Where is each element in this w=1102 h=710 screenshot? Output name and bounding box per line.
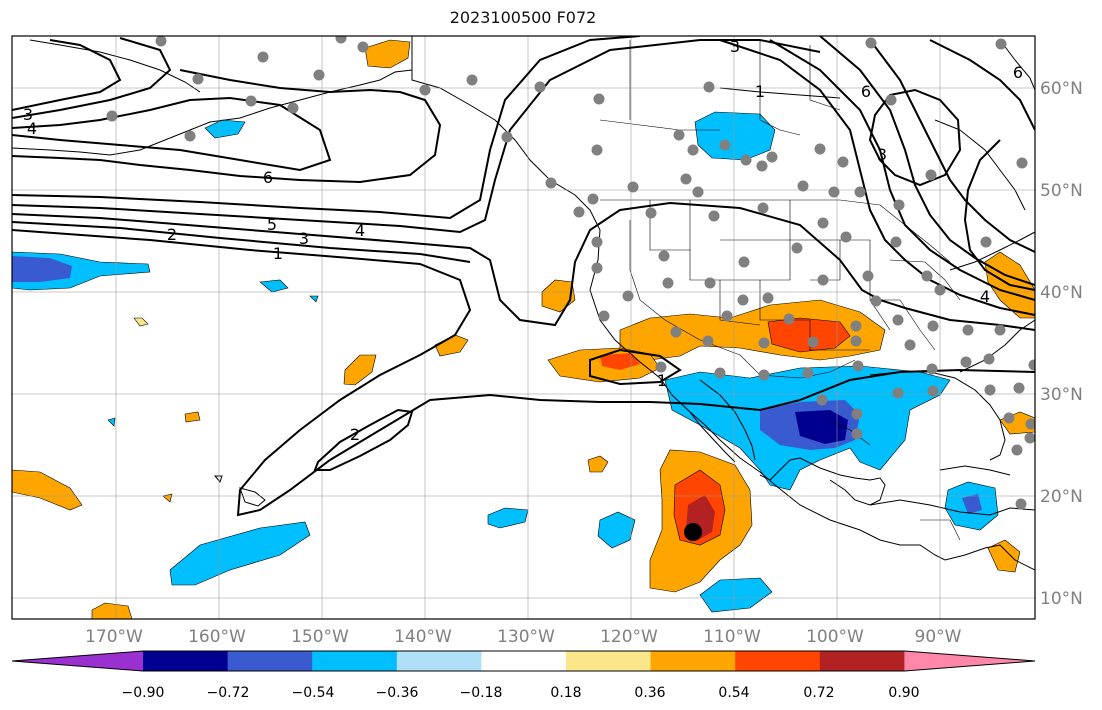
positive-anomaly-baja-north-core: [600, 353, 640, 370]
contour-label: 5: [267, 215, 277, 234]
colorbar-tick-label: −0.90: [122, 685, 165, 701]
colorbar-swatch: [481, 651, 567, 671]
colorbar-tick-label: −0.18: [460, 685, 503, 701]
lon-label: 130°W: [497, 627, 555, 647]
height-contours: [12, 36, 1035, 517]
lon-label: 100°W: [806, 627, 864, 647]
colorbar-swatch: [735, 651, 821, 671]
contour-label: 3: [730, 37, 740, 56]
contour-label: 6: [263, 168, 273, 187]
positive-anomaly-pacific-4: [91, 602, 133, 619]
contour-label: 1: [755, 82, 765, 101]
colorbar-tick-label: −0.36: [376, 685, 419, 701]
colorbar-swatch: [312, 651, 398, 671]
map-title: 2023100500 F072: [449, 8, 597, 27]
storm-marker: [684, 523, 702, 541]
colorbar-swatch: [819, 651, 905, 671]
positive-anomaly-southwest-core: [767, 317, 851, 353]
lon-label: 150°W: [291, 627, 349, 647]
colorbar-tick-label: 0.18: [550, 685, 581, 701]
lon-label: 120°W: [600, 627, 658, 647]
colorbar-tick-label: 0.36: [634, 685, 665, 701]
negative-anomaly-small-1: [487, 507, 529, 529]
lon-label: 110°W: [703, 627, 761, 647]
lat-label: 50°N: [1040, 181, 1083, 201]
contour-label: 2: [350, 425, 360, 444]
lon-label: 160°W: [188, 627, 246, 647]
contour-label: 3: [23, 105, 33, 124]
negative-anomaly-pacific-west-core: [12, 256, 72, 282]
contour-label: 4: [355, 221, 365, 240]
station-dots: [106, 36, 1035, 510]
negative-anomaly-tiny-2: [309, 295, 319, 303]
negative-anomaly-tiny-3: [107, 417, 116, 427]
lat-label: 60°N: [1040, 79, 1083, 99]
lat-label: 30°N: [1040, 385, 1083, 405]
contour-label: 6: [861, 82, 871, 101]
positive-anomaly-pacific-3: [12, 469, 83, 511]
negative-anomaly-small-3: [699, 577, 773, 613]
contour-label: 1: [657, 371, 667, 390]
positive-anomaly-pacific-5: [587, 455, 609, 473]
contour-label: 6: [1013, 63, 1023, 82]
colorbar-swatch: [566, 651, 652, 671]
lon-label: 170°W: [85, 627, 143, 647]
colorbar-extend-min: [12, 651, 143, 671]
lat-label: 20°N: [1040, 487, 1083, 507]
negative-anomaly-tiny-1: [259, 279, 289, 293]
colorbar-tick-label: 0.72: [803, 685, 834, 701]
contour-label: 4: [980, 287, 990, 306]
contour-label: 3: [299, 229, 309, 248]
contour-label: 2: [167, 225, 177, 244]
negative-anomaly-small-2: [597, 511, 636, 549]
positive-anomaly-pacific-1: [343, 354, 377, 386]
colorbar-outline: [11, 650, 1036, 672]
colorbar-tick-label: 0.54: [718, 685, 749, 701]
colorbar-tick-label: −0.72: [207, 685, 250, 701]
contour-labels: 3 4 6 5 4 2 3 1 2 3 1 6 3 4 1 6: [23, 37, 1023, 444]
colorbar-tick-label: 0.90: [888, 685, 919, 701]
contour-label: 3: [877, 145, 887, 164]
negative-anomaly-caribbean-core: [962, 494, 982, 514]
colorbar-swatch: [143, 651, 229, 671]
negative-anomaly-pacific-south: [169, 521, 311, 586]
contour-label: 4: [27, 119, 37, 138]
negative-anomaly-canada: [694, 111, 776, 161]
lat-label: 40°N: [1040, 283, 1083, 303]
latitude-labels: 60°N 50°N 40°N 30°N 20°N 10°N: [1040, 79, 1083, 609]
colorbar: −0.90 −0.72 −0.54 −0.36 −0.18 0.18 0.36 …: [11, 650, 1036, 701]
lon-label: 90°W: [915, 627, 962, 647]
colorbar-extend-max: [904, 651, 1035, 671]
positive-anomaly-tiny-1: [184, 411, 201, 423]
shaded-field: [12, 39, 1035, 619]
lat-label: 10°N: [1040, 589, 1083, 609]
contour-label: 1: [273, 244, 283, 263]
positive-anomaly-alaska: [364, 39, 411, 69]
colorbar-swatch: [396, 651, 482, 671]
colorbar-swatch: [227, 651, 313, 671]
negative-anomaly-mexico-min: [795, 410, 848, 444]
colorbar-tick-label: −0.54: [292, 685, 335, 701]
map-frame: [11, 35, 1036, 620]
colorbar-swatch: [650, 651, 736, 671]
positive-anomaly-caribbean: [987, 539, 1021, 573]
longitude-labels: 170°W 160°W 150°W 140°W 130°W 120°W 110°…: [85, 627, 962, 647]
positive-anomaly-tiny-3: [133, 317, 149, 327]
lon-label: 140°W: [394, 627, 452, 647]
